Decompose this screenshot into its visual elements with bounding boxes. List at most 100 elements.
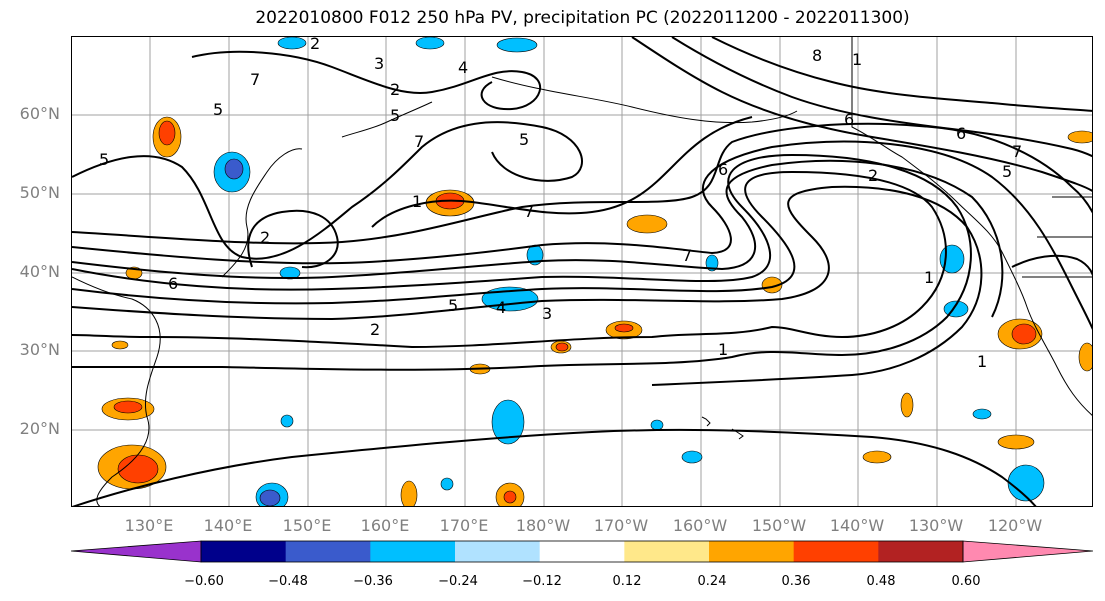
precip-patch-positive bbox=[862, 450, 892, 464]
coastline-asia bbox=[72, 276, 161, 506]
colorbar-segment bbox=[455, 541, 541, 562]
contour-label: 2 bbox=[310, 37, 320, 53]
contour-label: 2 bbox=[370, 320, 380, 339]
contour-label: 6 bbox=[956, 124, 966, 143]
contour-label: 3 bbox=[374, 54, 384, 73]
coastline-japan-kuril bbox=[221, 148, 303, 278]
pv-contour-6 bbox=[72, 121, 583, 260]
coastline-hawaii bbox=[701, 416, 744, 440]
precip-patch-negative bbox=[705, 254, 719, 272]
contour-label: 6 bbox=[718, 160, 728, 179]
colorbar-tick: −0.48 bbox=[268, 574, 308, 589]
precip-patch-positive bbox=[113, 400, 143, 414]
pv-contour-8 bbox=[247, 209, 339, 269]
precip-patch-positive bbox=[1067, 130, 1092, 144]
lat-label-20n: 20°N bbox=[19, 419, 60, 438]
colorbar-tick: −0.24 bbox=[438, 574, 478, 589]
contour-label: 5 bbox=[448, 296, 458, 315]
contour-label: 4 bbox=[458, 58, 468, 77]
lon-label-140w: 140°W bbox=[829, 516, 885, 535]
lon-label-150w: 150°W bbox=[751, 516, 807, 535]
pv-contour-2 bbox=[72, 170, 947, 349]
colorbar-segment bbox=[878, 541, 964, 562]
pv-contour-11 bbox=[671, 37, 1092, 158]
colorbar-segment bbox=[624, 541, 710, 562]
colorbar-tick: −0.60 bbox=[184, 574, 224, 589]
lon-label-130e: 130°E bbox=[124, 516, 174, 535]
pv-contour-9 bbox=[371, 116, 753, 228]
colorbar-segment bbox=[285, 541, 371, 562]
lat-label-50n: 50°N bbox=[19, 183, 60, 202]
lon-label-170w: 170°W bbox=[593, 516, 649, 535]
contour-label: 5 bbox=[99, 150, 109, 169]
lon-label-160w: 160°W bbox=[672, 516, 728, 535]
colorbar-tick: −0.12 bbox=[522, 574, 562, 589]
precip-patch-negative bbox=[972, 408, 992, 420]
precip-patch-positive bbox=[158, 120, 176, 146]
colorbar-tick: 0.24 bbox=[697, 574, 727, 589]
precip-patch-negative bbox=[681, 450, 703, 464]
precip-patch-positive bbox=[1011, 323, 1037, 345]
colorbar-tick: 0.48 bbox=[866, 574, 896, 589]
map-panel: 2 3 4 5 7 8 1 5 5 2 5 7 1 6 2 6 5 6 7 2 … bbox=[71, 36, 1093, 507]
contour-label: 3 bbox=[542, 304, 552, 323]
contour-label: 4 bbox=[496, 298, 506, 317]
coastline-alaska-aleutians bbox=[491, 76, 798, 124]
colorbar-segment bbox=[793, 541, 879, 562]
pv-contour-4 bbox=[72, 140, 1092, 330]
contour-label: 2 bbox=[260, 228, 270, 247]
contour-label: 7 bbox=[250, 70, 260, 89]
precip-patch-negative bbox=[440, 477, 454, 491]
contour-label: 1 bbox=[852, 50, 862, 69]
contour-label: 6 bbox=[844, 110, 854, 129]
pv-contour-13 bbox=[1011, 254, 1092, 277]
precip-patch-positive bbox=[555, 342, 569, 352]
precip-patch-negative bbox=[650, 419, 664, 431]
contour-label: 6 bbox=[168, 274, 178, 293]
precip-patch-positive bbox=[400, 480, 418, 506]
map-title: 2022010800 F012 250 hPa PV, precipitatio… bbox=[255, 8, 910, 28]
lon-label-140e: 140°E bbox=[203, 516, 253, 535]
contour-label: 7 bbox=[414, 132, 424, 151]
borders-north-america bbox=[1022, 196, 1092, 278]
colorbar-tick: −0.36 bbox=[353, 574, 393, 589]
precip-patch-positive bbox=[503, 490, 517, 504]
contour-label: 5 bbox=[1002, 162, 1012, 181]
precip-patch-negative bbox=[496, 37, 538, 53]
coastline-kamchatka bbox=[341, 101, 433, 138]
contour-label: 5 bbox=[390, 106, 400, 125]
colorbar-outline bbox=[200, 540, 964, 563]
pv-contour-5 bbox=[72, 122, 1092, 245]
colorbar bbox=[71, 540, 1093, 563]
precip-patch-negative bbox=[277, 37, 307, 50]
precip-patch-positive bbox=[761, 276, 783, 294]
colorbar-segment bbox=[709, 541, 795, 562]
pv-contour-7 bbox=[191, 50, 542, 111]
precip-patch-positive bbox=[997, 434, 1035, 450]
colorbar-segments bbox=[71, 540, 1093, 563]
coastlines bbox=[72, 37, 1092, 506]
precip-patch-negative bbox=[491, 399, 525, 445]
graticule bbox=[72, 37, 1092, 506]
precip-patch-positive bbox=[900, 392, 914, 418]
pv-contour-1 bbox=[72, 153, 972, 371]
contour-label: 2 bbox=[390, 80, 400, 99]
colorbar-segment bbox=[201, 541, 287, 562]
contour-label: 1 bbox=[924, 268, 934, 287]
precip-patch-positive bbox=[614, 323, 634, 333]
colorbar-extend-low bbox=[71, 540, 202, 563]
lon-label-150e: 150°E bbox=[282, 516, 332, 535]
map-canvas: 2 3 4 5 7 8 1 5 5 2 5 7 1 6 2 6 5 6 7 2 … bbox=[72, 37, 1092, 506]
pv-contours bbox=[72, 37, 1092, 506]
contour-label: 1 bbox=[412, 192, 422, 211]
precip-patch-negative bbox=[259, 489, 281, 506]
contour-label: 7 bbox=[524, 202, 534, 221]
pv-contour-14 bbox=[72, 428, 1037, 506]
lat-label-30n: 30°N bbox=[19, 340, 60, 359]
contour-label: 7 bbox=[682, 246, 692, 265]
precip-patch-negative bbox=[279, 266, 301, 280]
contour-label: 5 bbox=[213, 100, 223, 119]
colorbar-tick: 0.36 bbox=[781, 574, 811, 589]
colorbar-tick: 0.60 bbox=[951, 574, 981, 589]
lon-label-120w: 120°W bbox=[987, 516, 1043, 535]
